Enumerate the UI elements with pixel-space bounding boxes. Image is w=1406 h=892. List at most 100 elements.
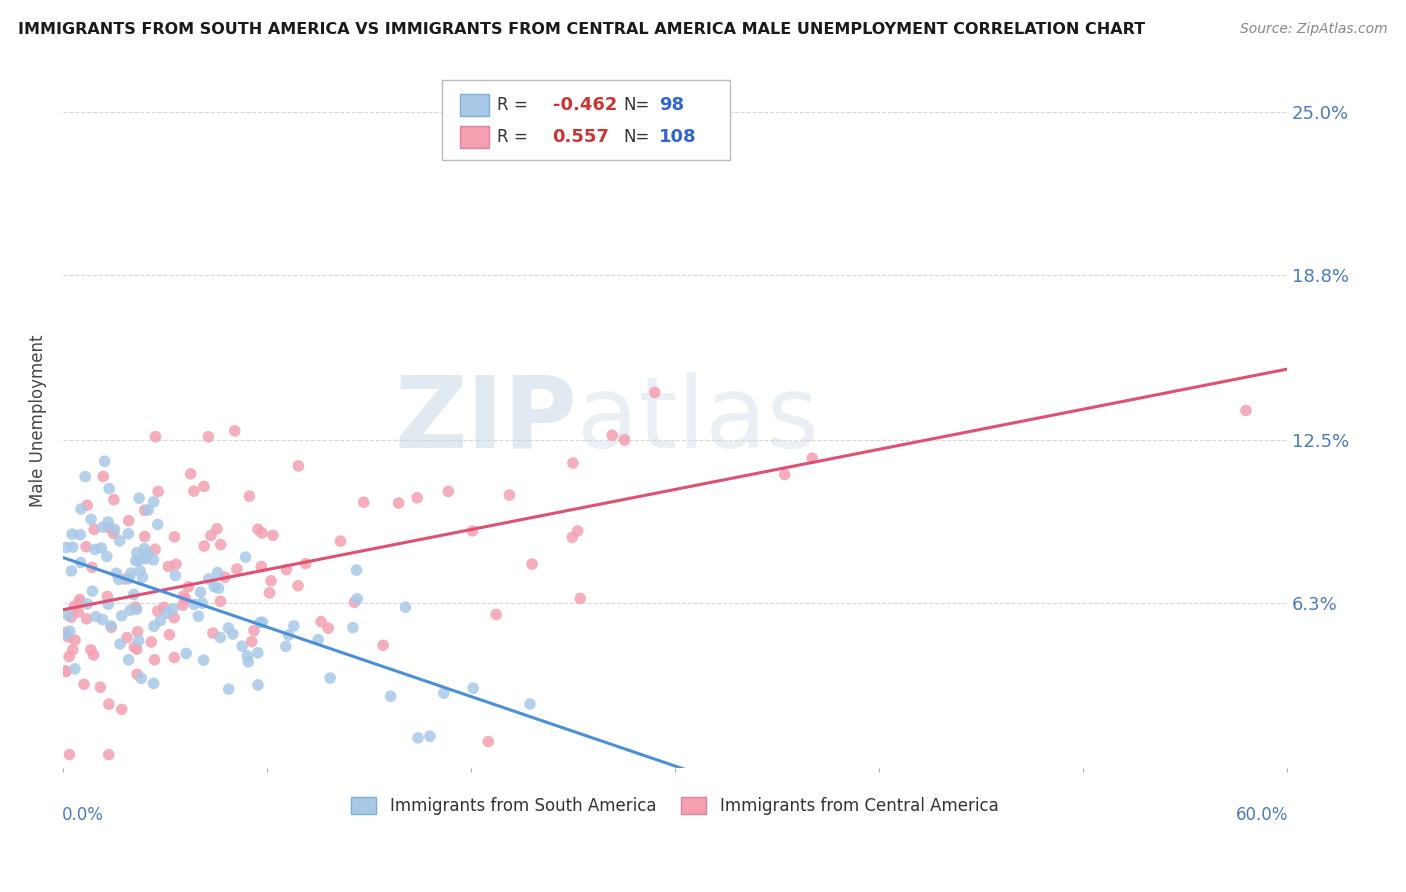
Point	[600, 428, 623, 442]
Point	[129, 564, 152, 578]
Point	[124, 600, 146, 615]
Point	[125, 602, 148, 616]
Point	[157, 559, 180, 574]
Point	[224, 424, 246, 438]
Point	[153, 600, 176, 615]
Point	[120, 603, 142, 617]
Point	[60, 610, 83, 624]
Point	[238, 489, 260, 503]
Point	[105, 566, 128, 581]
Point	[240, 634, 263, 648]
Point	[67, 605, 90, 619]
Point	[111, 608, 134, 623]
Point	[63, 662, 86, 676]
Point	[569, 591, 592, 606]
Point	[103, 522, 125, 536]
Point	[55, 665, 77, 679]
Point	[93, 454, 115, 468]
Point	[125, 667, 148, 681]
Point	[80, 512, 103, 526]
Point	[307, 632, 329, 647]
Point	[131, 551, 153, 566]
Point	[69, 595, 91, 609]
Point	[73, 677, 96, 691]
Point	[187, 609, 209, 624]
Point	[82, 584, 104, 599]
Point	[294, 557, 316, 571]
Point	[89, 680, 111, 694]
Point	[346, 563, 368, 577]
FancyBboxPatch shape	[460, 126, 489, 148]
Point	[97, 515, 120, 529]
Point	[127, 554, 149, 568]
Point	[157, 628, 180, 642]
Point	[319, 671, 342, 685]
Point	[197, 430, 219, 444]
Point	[83, 522, 105, 536]
Point	[118, 514, 141, 528]
Point	[149, 614, 172, 628]
Point	[69, 556, 91, 570]
Point	[246, 646, 269, 660]
Point	[177, 580, 200, 594]
Point	[83, 648, 105, 662]
Point	[498, 488, 520, 502]
Point	[80, 560, 103, 574]
Point	[274, 640, 297, 654]
Point	[141, 635, 163, 649]
Point	[180, 467, 202, 481]
Point	[103, 492, 125, 507]
Point	[222, 627, 245, 641]
Point	[207, 582, 229, 596]
Point	[128, 633, 150, 648]
Point	[260, 574, 283, 588]
Point	[55, 664, 77, 678]
Point	[250, 525, 273, 540]
Point	[91, 520, 114, 534]
Point	[97, 747, 120, 762]
Point	[53, 625, 76, 640]
Point	[163, 610, 186, 624]
Point	[108, 533, 131, 548]
Point	[91, 469, 114, 483]
Point	[146, 604, 169, 618]
Point	[124, 640, 146, 655]
Point	[394, 600, 416, 615]
Point	[91, 613, 114, 627]
Point	[406, 731, 429, 745]
Point	[125, 546, 148, 560]
Point	[485, 607, 508, 622]
Point	[63, 599, 86, 614]
Point	[56, 630, 79, 644]
Point	[463, 681, 485, 695]
Point	[353, 495, 375, 509]
Point	[128, 491, 150, 506]
Point	[114, 572, 136, 586]
Point	[80, 643, 103, 657]
Point	[69, 592, 91, 607]
Point	[60, 564, 83, 578]
Point	[433, 686, 456, 700]
Point	[198, 572, 221, 586]
Point	[205, 522, 228, 536]
Text: atlas: atlas	[576, 372, 818, 469]
Point	[200, 528, 222, 542]
Point	[419, 729, 441, 743]
Point	[236, 648, 259, 663]
Point	[142, 676, 165, 690]
Point	[201, 626, 224, 640]
Point	[567, 524, 589, 538]
Point	[191, 596, 214, 610]
Point	[134, 529, 156, 543]
Text: R =: R =	[498, 128, 529, 145]
Point	[172, 589, 194, 603]
Point	[145, 430, 167, 444]
Y-axis label: Male Unemployment: Male Unemployment	[30, 334, 46, 507]
Text: N=: N=	[623, 128, 650, 145]
Text: IMMIGRANTS FROM SOUTH AMERICA VS IMMIGRANTS FROM CENTRAL AMERICA MALE UNEMPLOYME: IMMIGRANTS FROM SOUTH AMERICA VS IMMIGRA…	[18, 22, 1146, 37]
Point	[1234, 403, 1257, 417]
Point	[69, 528, 91, 542]
Point	[56, 608, 79, 623]
Point	[98, 482, 121, 496]
Point	[174, 591, 197, 606]
